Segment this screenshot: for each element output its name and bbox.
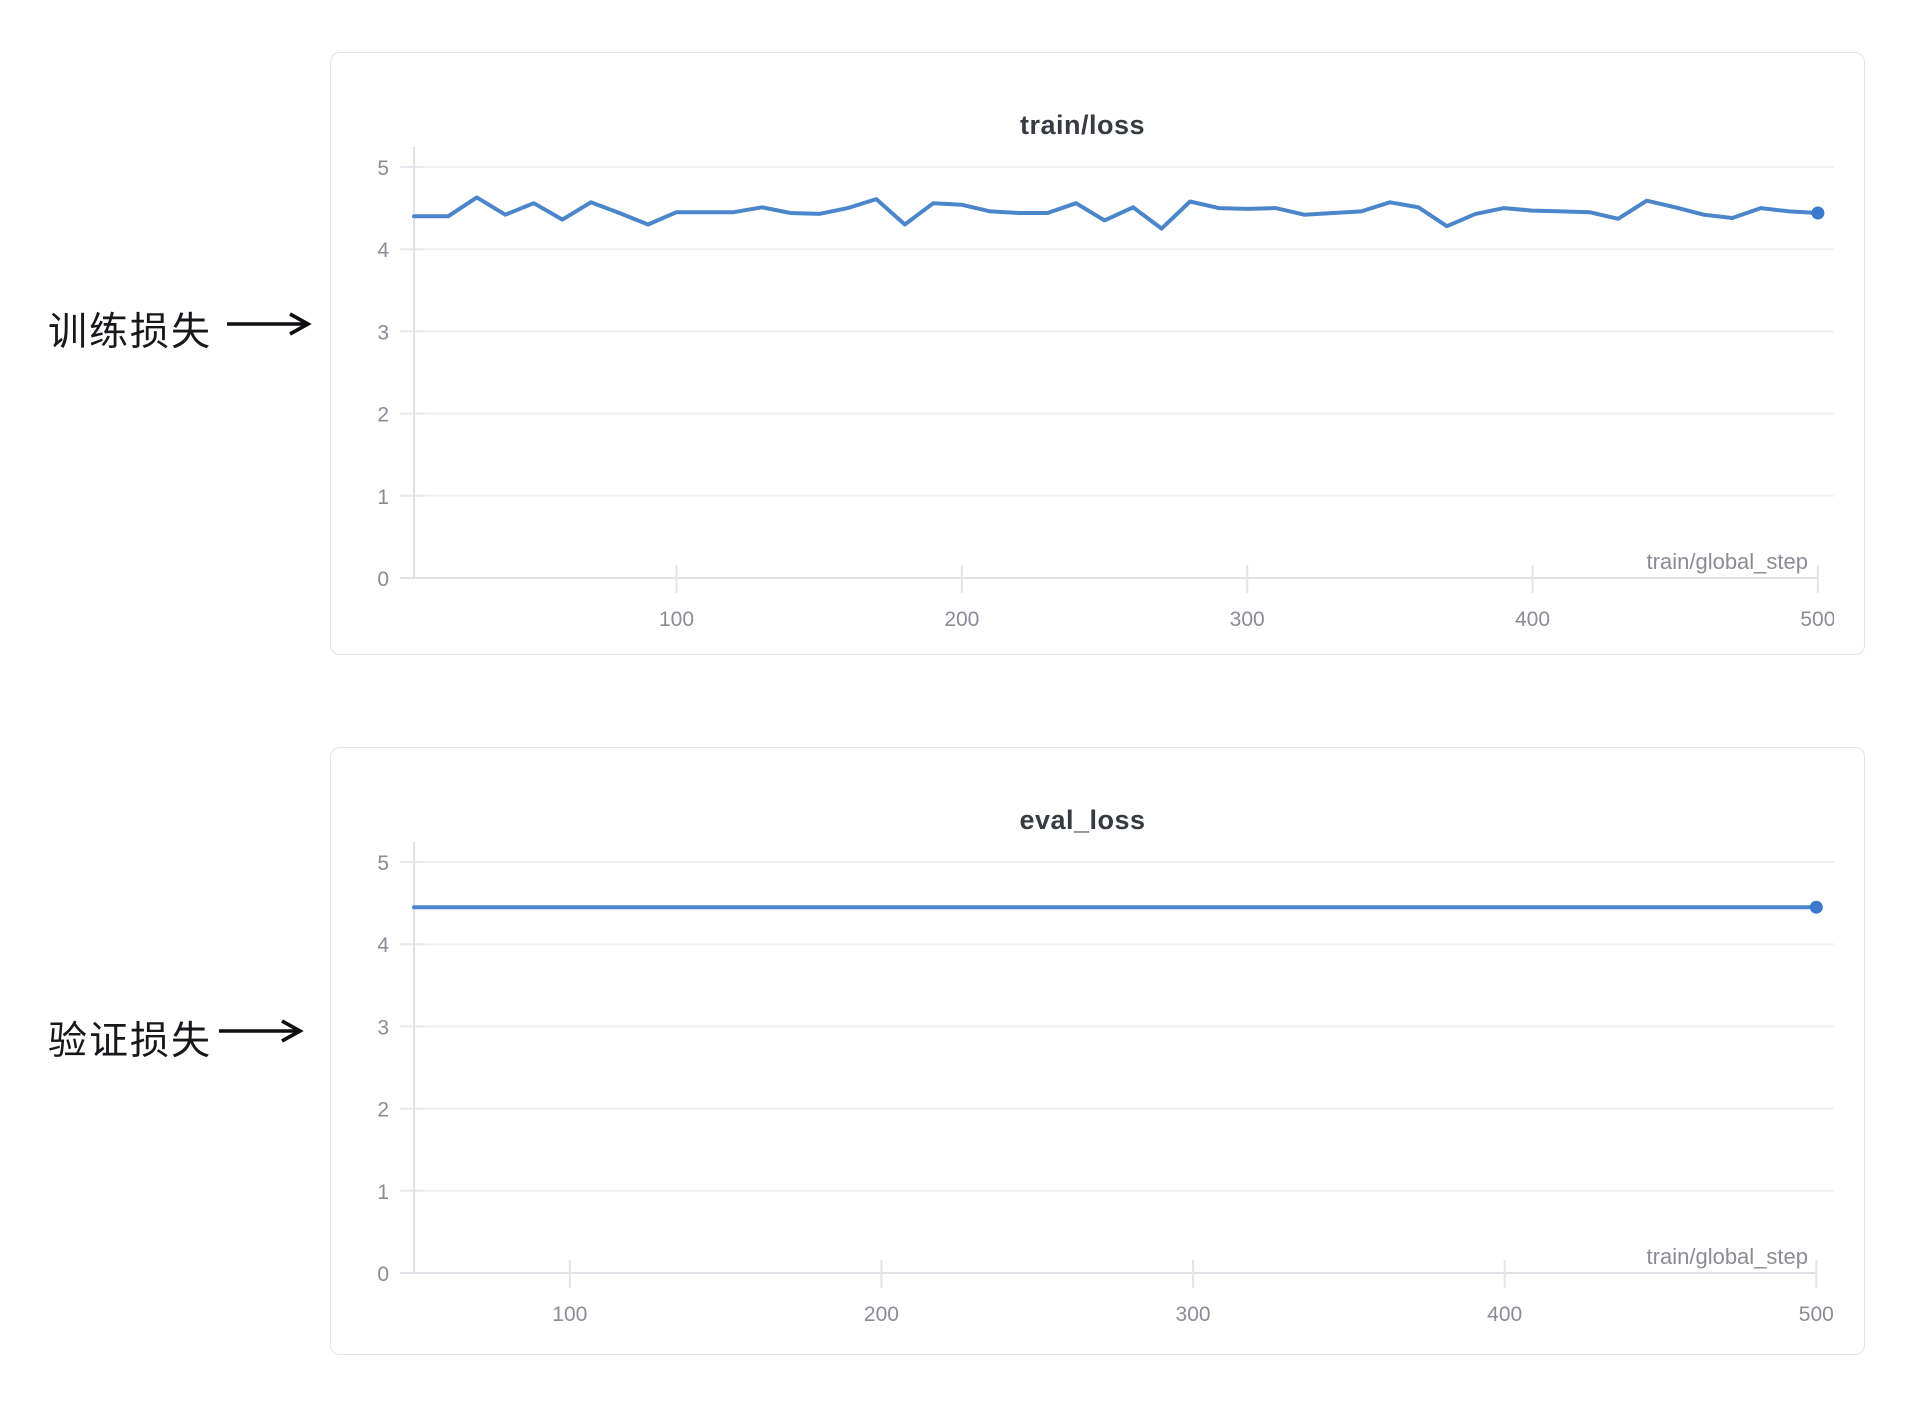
svg-text:200: 200 [864, 1303, 899, 1326]
svg-text:3: 3 [377, 1016, 389, 1039]
train-loss-chart-card: train/loss 0 1 2 3 4 5 100 200 300 400 500 train/gl… [330, 52, 1865, 655]
annotation-eval-loss: 验证损失 [48, 1020, 213, 1063]
svg-text:3: 3 [377, 321, 389, 344]
svg-text:0: 0 [377, 568, 389, 591]
svg-text:500: 500 [1799, 1303, 1834, 1326]
train-loss-chart-canvas[interactable]: 0 1 2 3 4 5 100 200 300 400 500 train/global_step [331, 53, 1834, 653]
right-arrow-icon [219, 1019, 304, 1043]
svg-text:2: 2 [377, 1099, 389, 1122]
svg-text:4: 4 [377, 934, 389, 957]
svg-text:2: 2 [377, 404, 389, 427]
chart-title-eval-loss: eval_loss [1019, 805, 1146, 835]
annotation-train-loss: 训练损失 [48, 311, 213, 354]
svg-text:train/global_step: train/global_step [1647, 1244, 1808, 1269]
svg-text:500: 500 [1800, 608, 1834, 631]
svg-text:300: 300 [1230, 608, 1265, 631]
svg-text:0: 0 [377, 1263, 389, 1286]
svg-text:5: 5 [377, 157, 389, 180]
svg-text:400: 400 [1515, 608, 1550, 631]
eval-loss-chart-card: eval_loss 0 1 2 3 4 5 100 200 300 400 500 train/glo… [330, 747, 1865, 1355]
eval-loss-chart-canvas[interactable]: 0 1 2 3 4 5 100 200 300 400 500 train/global_step [331, 748, 1834, 1350]
svg-text:300: 300 [1176, 1303, 1211, 1326]
svg-text:5: 5 [377, 852, 389, 875]
right-arrow-icon [227, 312, 312, 336]
svg-text:200: 200 [944, 608, 979, 631]
svg-text:400: 400 [1487, 1303, 1522, 1326]
svg-text:4: 4 [377, 239, 389, 262]
svg-text:1: 1 [377, 486, 389, 509]
svg-text:100: 100 [552, 1303, 587, 1326]
svg-text:train/global_step: train/global_step [1647, 549, 1808, 574]
chart-title-train-loss: train/loss [1019, 110, 1146, 140]
svg-text:100: 100 [659, 608, 694, 631]
svg-text:1: 1 [377, 1181, 389, 1204]
